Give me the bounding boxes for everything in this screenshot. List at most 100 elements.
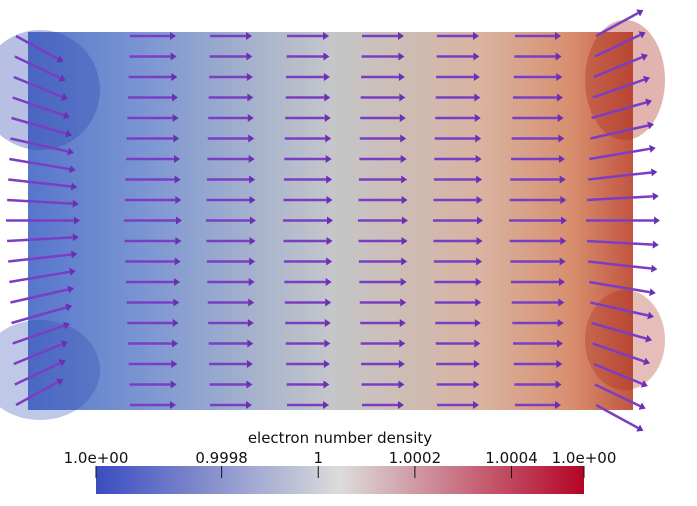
arrow-head: [476, 196, 483, 204]
arrow-head: [559, 175, 566, 184]
arrow-head: [402, 216, 408, 225]
arrow-head: [475, 278, 482, 286]
vector-arrow: [592, 78, 645, 99]
arrow-head: [399, 93, 406, 102]
arrow-head: [247, 93, 254, 102]
arrow-head: [171, 360, 178, 368]
arrow-head: [557, 93, 563, 102]
vector-arrow: [10, 288, 69, 304]
arrow-head: [475, 134, 482, 143]
arrow-head: [654, 216, 660, 225]
arrow-head: [398, 360, 405, 368]
arrow-head: [475, 155, 482, 163]
tick-label: 1.0e+00: [64, 449, 129, 467]
vector-arrows: [6, 9, 660, 432]
arrow-head: [652, 240, 659, 249]
vector-arrow: [7, 198, 73, 205]
arrow-head: [650, 168, 658, 177]
arrow-head: [323, 360, 330, 368]
vector-arrow: [14, 361, 61, 386]
arrow-head: [175, 196, 182, 204]
vector-arrow: [11, 306, 67, 325]
arrow-head: [174, 278, 180, 286]
arrow-head: [323, 52, 330, 61]
vector-arrow: [9, 157, 71, 171]
arrow-head: [400, 155, 407, 163]
tick-label: 1.0004: [485, 449, 538, 467]
vector-arrow: [12, 324, 65, 345]
arrow-head: [324, 339, 331, 348]
arrow-head: [398, 32, 404, 40]
field-shade: [0, 320, 100, 420]
arrow-head: [56, 55, 64, 63]
arrow-head: [70, 182, 78, 191]
arrow-head: [325, 298, 332, 307]
arrow-head: [326, 257, 333, 266]
vector-arrow: [587, 239, 653, 246]
vector-arrow: [595, 403, 639, 430]
arrow-head: [58, 359, 66, 367]
arrow-head: [473, 73, 480, 81]
arrow-head: [476, 175, 483, 184]
vector-arrow: [591, 101, 647, 120]
arrow-head: [561, 216, 567, 225]
vector-arrow: [8, 253, 72, 263]
arrow-head: [323, 401, 329, 409]
arrow-head: [560, 196, 567, 204]
arrow-head: [474, 93, 481, 102]
vector-arrow: [588, 260, 652, 270]
arrow-head: [326, 196, 333, 204]
arrow-head: [67, 285, 74, 294]
vector-arrow: [593, 55, 643, 79]
arrow-head: [645, 334, 653, 343]
arrow-head: [474, 339, 481, 348]
vector-arrow: [8, 178, 72, 188]
arrow-head: [172, 114, 179, 122]
arrow-head: [557, 339, 563, 348]
field-shade: [585, 20, 665, 140]
arrow-head: [398, 380, 405, 389]
arrow-head: [473, 380, 480, 389]
arrow-head: [174, 155, 180, 163]
arrow-head: [643, 357, 650, 366]
arrow-head: [400, 278, 407, 286]
vector-arrow: [589, 280, 651, 294]
arrow-head: [640, 53, 648, 61]
arrow-head: [170, 380, 177, 389]
arrow-head: [69, 165, 76, 174]
vector-arrow: [590, 124, 649, 140]
arrow-head: [326, 237, 333, 245]
arrow-head: [650, 264, 658, 273]
arrow-head: [401, 237, 408, 245]
arrow-head: [63, 111, 70, 120]
arrow-head: [171, 73, 178, 81]
vector-arrow: [591, 321, 647, 340]
arrow-head: [476, 257, 483, 266]
arrow-head: [249, 257, 256, 266]
arrow-head: [172, 339, 178, 348]
arrow-head: [249, 175, 256, 184]
arrow-head: [246, 52, 253, 61]
arrow-head: [401, 175, 408, 184]
arrow-head: [325, 155, 332, 163]
arrow-head: [399, 319, 406, 327]
arrow-head: [326, 175, 333, 184]
arrow-head: [649, 288, 656, 297]
arrow-head: [60, 340, 68, 348]
arrow-head: [401, 196, 408, 204]
arrow-head: [400, 134, 407, 143]
vector-arrow: [594, 33, 641, 58]
tick-label: 1.0002: [389, 449, 442, 467]
vector-arrow: [13, 342, 63, 366]
arrow-head: [555, 32, 561, 40]
colorbar-title: electron number density: [248, 429, 432, 447]
arrow-head: [647, 311, 654, 320]
arrow-head: [248, 278, 255, 286]
arrow-head: [173, 298, 180, 307]
arrow-head: [636, 424, 644, 432]
arrow-head: [559, 155, 565, 163]
arrow-head: [649, 144, 656, 153]
arrow-head: [325, 278, 332, 286]
arrow-head: [325, 134, 332, 143]
